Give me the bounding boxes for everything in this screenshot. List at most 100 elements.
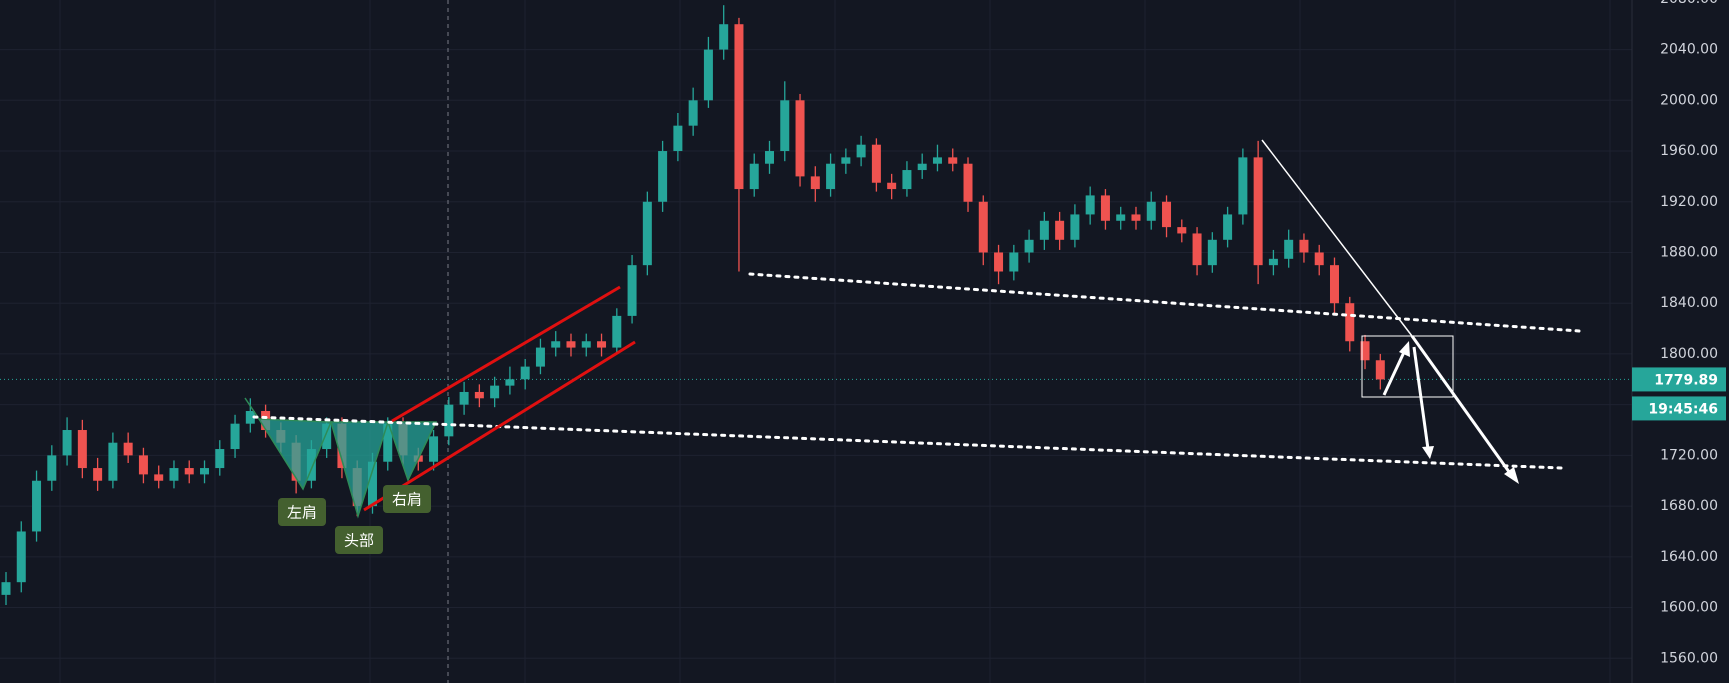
annotation-head: 头部	[335, 526, 383, 554]
annotation-box	[278, 498, 326, 526]
candle-body	[77, 430, 87, 469]
candle-body	[1375, 360, 1385, 380]
arrow-head	[1399, 341, 1410, 357]
candle-body	[230, 423, 240, 450]
candle-body	[520, 366, 530, 380]
support-line	[748, 272, 1581, 333]
candle-body	[963, 163, 973, 202]
candle-body	[535, 347, 545, 367]
arrow-head	[1504, 467, 1519, 484]
candle-body	[1268, 258, 1278, 266]
channel-upper	[391, 285, 621, 423]
trend-arrow	[1410, 335, 1514, 477]
candle-body	[169, 468, 179, 481]
y-tick-label: 2000.00	[1660, 92, 1718, 108]
candle-body	[383, 423, 393, 462]
annotation-label: 右肩	[392, 491, 422, 509]
candle-body	[184, 468, 194, 475]
candle-body	[1253, 157, 1263, 266]
y-tick-label: 1720.00	[1660, 447, 1718, 463]
candle-body	[1360, 341, 1370, 361]
candle-body	[1100, 195, 1110, 221]
candle-body	[856, 144, 866, 158]
candle-body	[1207, 239, 1217, 266]
candle-body	[1024, 239, 1034, 253]
annotation-box	[383, 485, 431, 513]
candle-body	[505, 379, 515, 386]
y-tick-label: 1560.00	[1660, 650, 1718, 666]
y-tick-label: 1960.00	[1660, 143, 1718, 159]
candle-body	[62, 430, 72, 456]
candle-body	[948, 157, 958, 164]
channel-lower	[363, 340, 636, 512]
countdown-box	[1632, 396, 1726, 421]
y-tick-label: 1840.00	[1660, 295, 1718, 311]
head-shoulders-pattern	[244, 397, 438, 519]
grid	[0, 0, 1632, 683]
candle-body	[795, 100, 805, 177]
last-price-label: 1779.89	[1654, 372, 1718, 388]
neckline	[252, 415, 1564, 470]
right-shoulder-shape	[386, 421, 438, 482]
price-axis: 1560.001600.001640.001680.001720.001760.…	[1631, 0, 1729, 683]
candle-body	[215, 449, 225, 469]
candle-body	[566, 341, 576, 348]
candle-body	[719, 24, 729, 50]
candle-body	[108, 442, 118, 481]
candle-body	[154, 474, 164, 481]
candle-body	[1284, 239, 1294, 259]
candle-body	[1, 582, 11, 595]
candle-body	[612, 315, 622, 348]
y-tick-label: 2040.00	[1660, 42, 1718, 58]
candle-body	[1055, 220, 1065, 240]
axis-background	[1632, 0, 1729, 683]
y-tick-label: 1880.00	[1660, 244, 1718, 260]
candle-body	[673, 125, 683, 152]
annotation-box	[335, 526, 383, 554]
arrow-head	[1422, 446, 1434, 459]
head-shape	[330, 421, 390, 519]
candle-body	[1192, 233, 1202, 266]
pattern-edge	[244, 397, 260, 420]
bounce-arrow	[1382, 349, 1407, 396]
candle-body	[642, 201, 652, 266]
target-box	[1361, 335, 1454, 398]
last-price-box	[1632, 367, 1726, 392]
candle-body	[1085, 195, 1095, 215]
left-shoulder-shape	[257, 418, 333, 491]
candle-body	[1146, 201, 1156, 221]
candle-body	[429, 436, 439, 462]
candle-body	[1162, 201, 1172, 228]
candle-body	[32, 480, 42, 532]
y-tick-label: 1600.00	[1660, 600, 1718, 616]
candle-body	[688, 100, 698, 126]
candle-body	[902, 170, 912, 190]
y-tick-label: 1800.00	[1660, 346, 1718, 362]
candle-body	[245, 410, 255, 424]
y-tick-label: 1680.00	[1660, 498, 1718, 514]
annotation-right-shoulder: 右肩	[383, 485, 431, 513]
candle-body	[123, 442, 133, 456]
candle-body	[551, 341, 561, 348]
candle-body	[841, 157, 851, 164]
candle-body	[322, 423, 332, 450]
candle-body	[1345, 303, 1355, 342]
y-tick-label: 1640.00	[1660, 549, 1718, 565]
candle-body	[871, 144, 881, 183]
candle-body	[1238, 157, 1248, 215]
candle-body	[703, 49, 713, 101]
candle-body	[93, 468, 103, 481]
annotation-label: 左肩	[287, 504, 317, 522]
candle-body	[16, 531, 26, 583]
candle-body	[1131, 214, 1141, 221]
annotation-label: 头部	[344, 532, 374, 550]
candle-body	[581, 341, 591, 348]
candle-body	[749, 163, 759, 190]
y-tick-label: 1920.00	[1660, 194, 1718, 210]
candle-body	[932, 157, 942, 164]
candle-body	[887, 182, 897, 190]
candle-body	[47, 455, 57, 481]
countdown-label: 19:45:46	[1648, 401, 1718, 417]
